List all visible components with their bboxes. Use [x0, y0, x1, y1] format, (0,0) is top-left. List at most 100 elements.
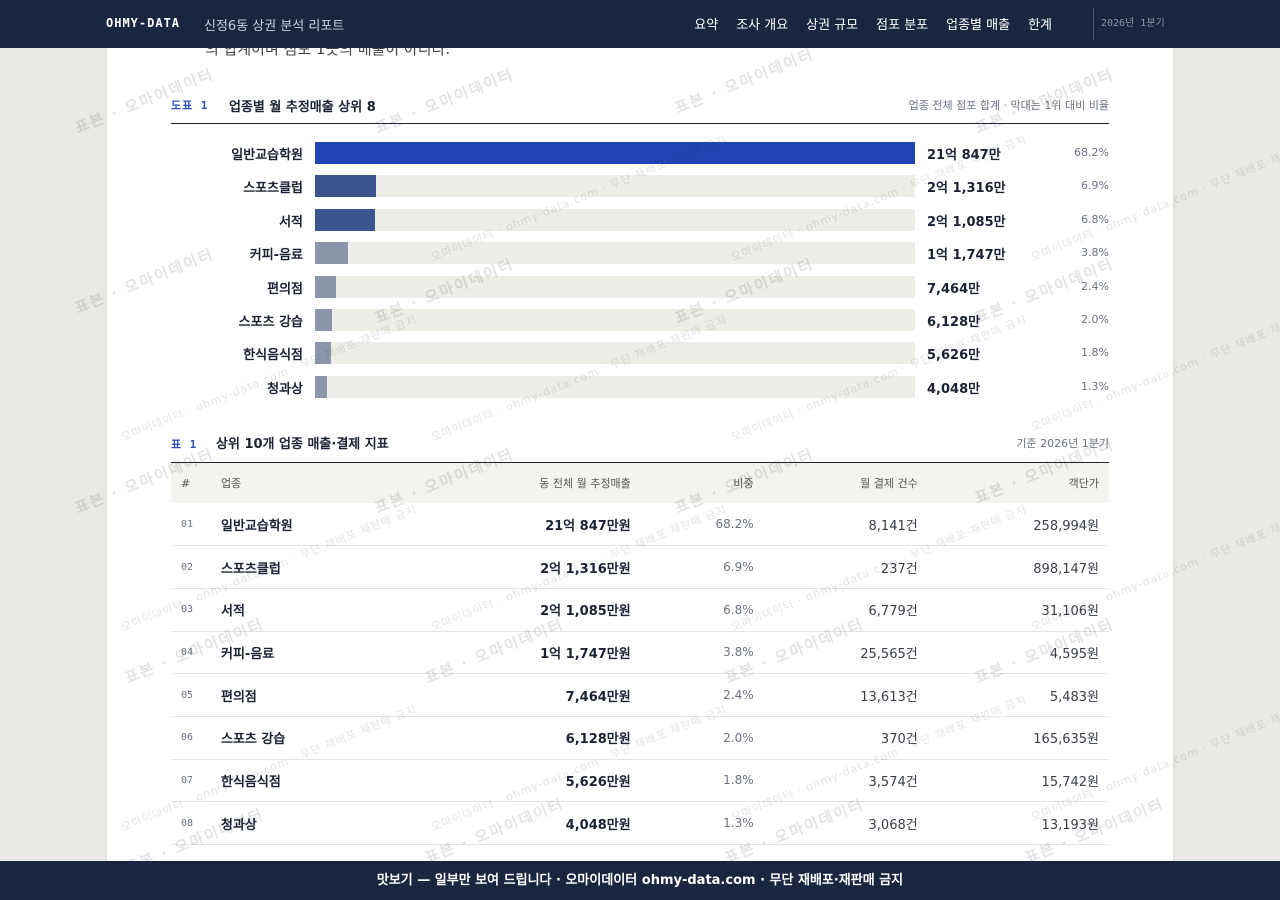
table-row: 08 청과상 4,048만원 1.3% 3,068건 13,193원 [171, 801, 1109, 845]
bar-row: 한식음식점 5,626만 1.8% [171, 342, 1109, 365]
bar-value-label: 2억 1,316만 [927, 181, 1006, 197]
bar [315, 375, 327, 398]
report-title: 신정6동 상권 분석 리포트 [204, 19, 345, 34]
col-header-share: 비중 [640, 463, 764, 503]
bar-share-label: 68.2% [1074, 146, 1109, 159]
cell-share: 1.8% [640, 759, 764, 803]
bar-track [315, 275, 915, 298]
bar-value-label: 5,626만 [927, 348, 981, 364]
bar-category-label: 서적 [279, 214, 303, 230]
bar-share-label: 3.8% [1081, 246, 1109, 260]
cell-no: 06 [171, 716, 211, 760]
bar-category-label: 일반교습학원 [231, 148, 303, 163]
cell-name: 스포츠 강습 [211, 716, 406, 760]
figure-tag: 도표 1 [171, 99, 209, 112]
cell-name: 스포츠클럽 [211, 545, 406, 589]
section-nav: 요약 조사 개요 상권 규모 점포 분포 업종별 매출 한계 [676, 14, 1052, 33]
top-navbar: OHMY-DATA 신정6동 상권 분석 리포트 요약 조사 개요 상권 규모 … [0, 0, 1280, 48]
table-header: 표 1 상위 10개 업종 매출·결제 지표 기준 2026년 1분기 [171, 433, 1109, 463]
cell-count: 25,565건 [763, 631, 928, 675]
bar-category-label: 청과상 [267, 381, 303, 397]
bar-track [315, 342, 915, 365]
col-header-no: # [171, 463, 211, 503]
cell-avg: 15,742원 [927, 759, 1109, 803]
table-row: 01 일반교습학원 21억 847만원 68.2% 8,141건 258,994원 [171, 503, 1109, 547]
cell-name: 편의점 [211, 673, 406, 717]
bar-value-label: 21억 847만 [927, 148, 1001, 163]
bar-share-label: 1.8% [1081, 346, 1109, 360]
bar-share-label: 6.9% [1081, 179, 1109, 193]
bar [315, 275, 337, 298]
bar-value-label: 4,048만 [927, 381, 981, 397]
nav-item-sales-by-industry[interactable]: 업종별 매출 [946, 18, 1011, 33]
figure-title: 업종별 월 추정매출 상위 8 [229, 100, 376, 115]
col-header-avg: 객단가 [927, 463, 1109, 503]
cell-name: 청과상 [211, 801, 406, 845]
cell-count: 6,779건 [763, 588, 928, 632]
nav-item-scale[interactable]: 상권 규모 [806, 18, 859, 33]
cell-avg: 4,595원 [927, 631, 1109, 675]
brand-logo[interactable]: OHMY-DATA [106, 16, 181, 30]
bar [315, 175, 376, 198]
bar-row: 청과상 4,048만 1.3% [171, 375, 1109, 398]
cell-no: 04 [171, 631, 211, 675]
bar [315, 309, 333, 331]
cell-share: 6.9% [640, 545, 764, 589]
bar-track [315, 208, 915, 231]
col-header-industry: 업종 [211, 463, 406, 503]
nav-item-overview[interactable]: 조사 개요 [736, 18, 789, 33]
cell-name: 커피-음료 [211, 631, 406, 675]
bar-row: 편의점 7,464만 2.4% [171, 275, 1109, 298]
bar-value-label: 6,128만 [927, 315, 981, 330]
col-header-sales: 동 전체 월 추정매출 [405, 463, 641, 503]
figure-header: 도표 1 업종별 월 추정매출 상위 8 업종 전체 점포 합계 · 막대는 1… [171, 96, 1109, 124]
cell-share: 2.0% [640, 716, 764, 760]
cell-avg: 898,147원 [927, 545, 1109, 589]
bar-share-label: 2.0% [1081, 313, 1109, 326]
bar-track [315, 142, 915, 164]
cell-no: 07 [171, 759, 211, 803]
nav-item-summary[interactable]: 요약 [694, 18, 719, 33]
bar [315, 208, 375, 231]
table-row: 04 커피-음료 1억 1,747만원 3.8% 25,565건 4,595원 [171, 631, 1109, 675]
cell-sales: 1억 1,747만원 [405, 631, 641, 675]
cell-name: 서적 [211, 588, 406, 632]
bar-value-label: 7,464만 [927, 281, 981, 297]
cell-no: 08 [171, 801, 211, 845]
table-row: 06 스포츠 강습 6,128만원 2.0% 370건 165,635원 [171, 716, 1109, 760]
cell-no: 02 [171, 545, 211, 589]
figure-note: 업종 전체 점포 합계 · 막대는 1위 대비 비율 [908, 99, 1109, 112]
cell-avg: 258,994원 [927, 503, 1109, 547]
cell-share: 68.2% [640, 503, 764, 547]
nav-item-distribution[interactable]: 점포 분포 [876, 18, 929, 33]
bar-value-label: 1억 1,747만 [927, 248, 1006, 264]
nav-item-limits[interactable]: 한계 [1028, 18, 1052, 33]
bar-category-label: 커피-음료 [249, 248, 303, 264]
industry-sales-table: # 업종 동 전체 월 추정매출 비중 월 결제 건수 객단가 01 일반교습학원… [171, 463, 1109, 845]
cell-avg: 31,106원 [927, 588, 1109, 632]
cell-no: 03 [171, 588, 211, 632]
sample-notice-footer: 맛보기 — 일부만 보여 드립니다 · 오마이데이터 ohmy-data.com… [0, 861, 1280, 900]
cell-share: 6.8% [640, 588, 764, 632]
table-title: 상위 10개 업종 매출·결제 지표 [216, 437, 389, 452]
bar-value-label: 2억 1,085만 [927, 214, 1006, 230]
table-note: 기준 2026년 1분기 [1016, 437, 1109, 450]
cell-name: 일반교습학원 [211, 503, 406, 547]
bar-category-label: 스포츠 강습 [238, 315, 303, 330]
cell-name: 한식음식점 [211, 759, 406, 803]
table-row: 07 한식음식점 5,626만원 1.8% 3,574건 15,742원 [171, 759, 1109, 803]
cell-avg: 5,483원 [927, 673, 1109, 717]
cell-count: 13,613건 [763, 673, 928, 717]
cell-count: 3,068건 [763, 801, 928, 845]
cell-avg: 13,193원 [927, 801, 1109, 845]
bar-share-label: 1.3% [1081, 379, 1109, 393]
cell-sales: 6,128만원 [405, 716, 641, 760]
bar-track [315, 175, 915, 198]
cell-sales: 4,048만원 [405, 801, 641, 845]
bar [315, 242, 349, 265]
cell-sales: 2억 1,316만원 [405, 545, 641, 589]
table-row: 05 편의점 7,464만원 2.4% 13,613건 5,483원 [171, 673, 1109, 717]
bar-row: 일반교습학원 21억 847만 68.2% [171, 142, 1109, 164]
cell-share: 3.8% [640, 631, 764, 675]
cell-sales: 5,626만원 [405, 759, 641, 803]
